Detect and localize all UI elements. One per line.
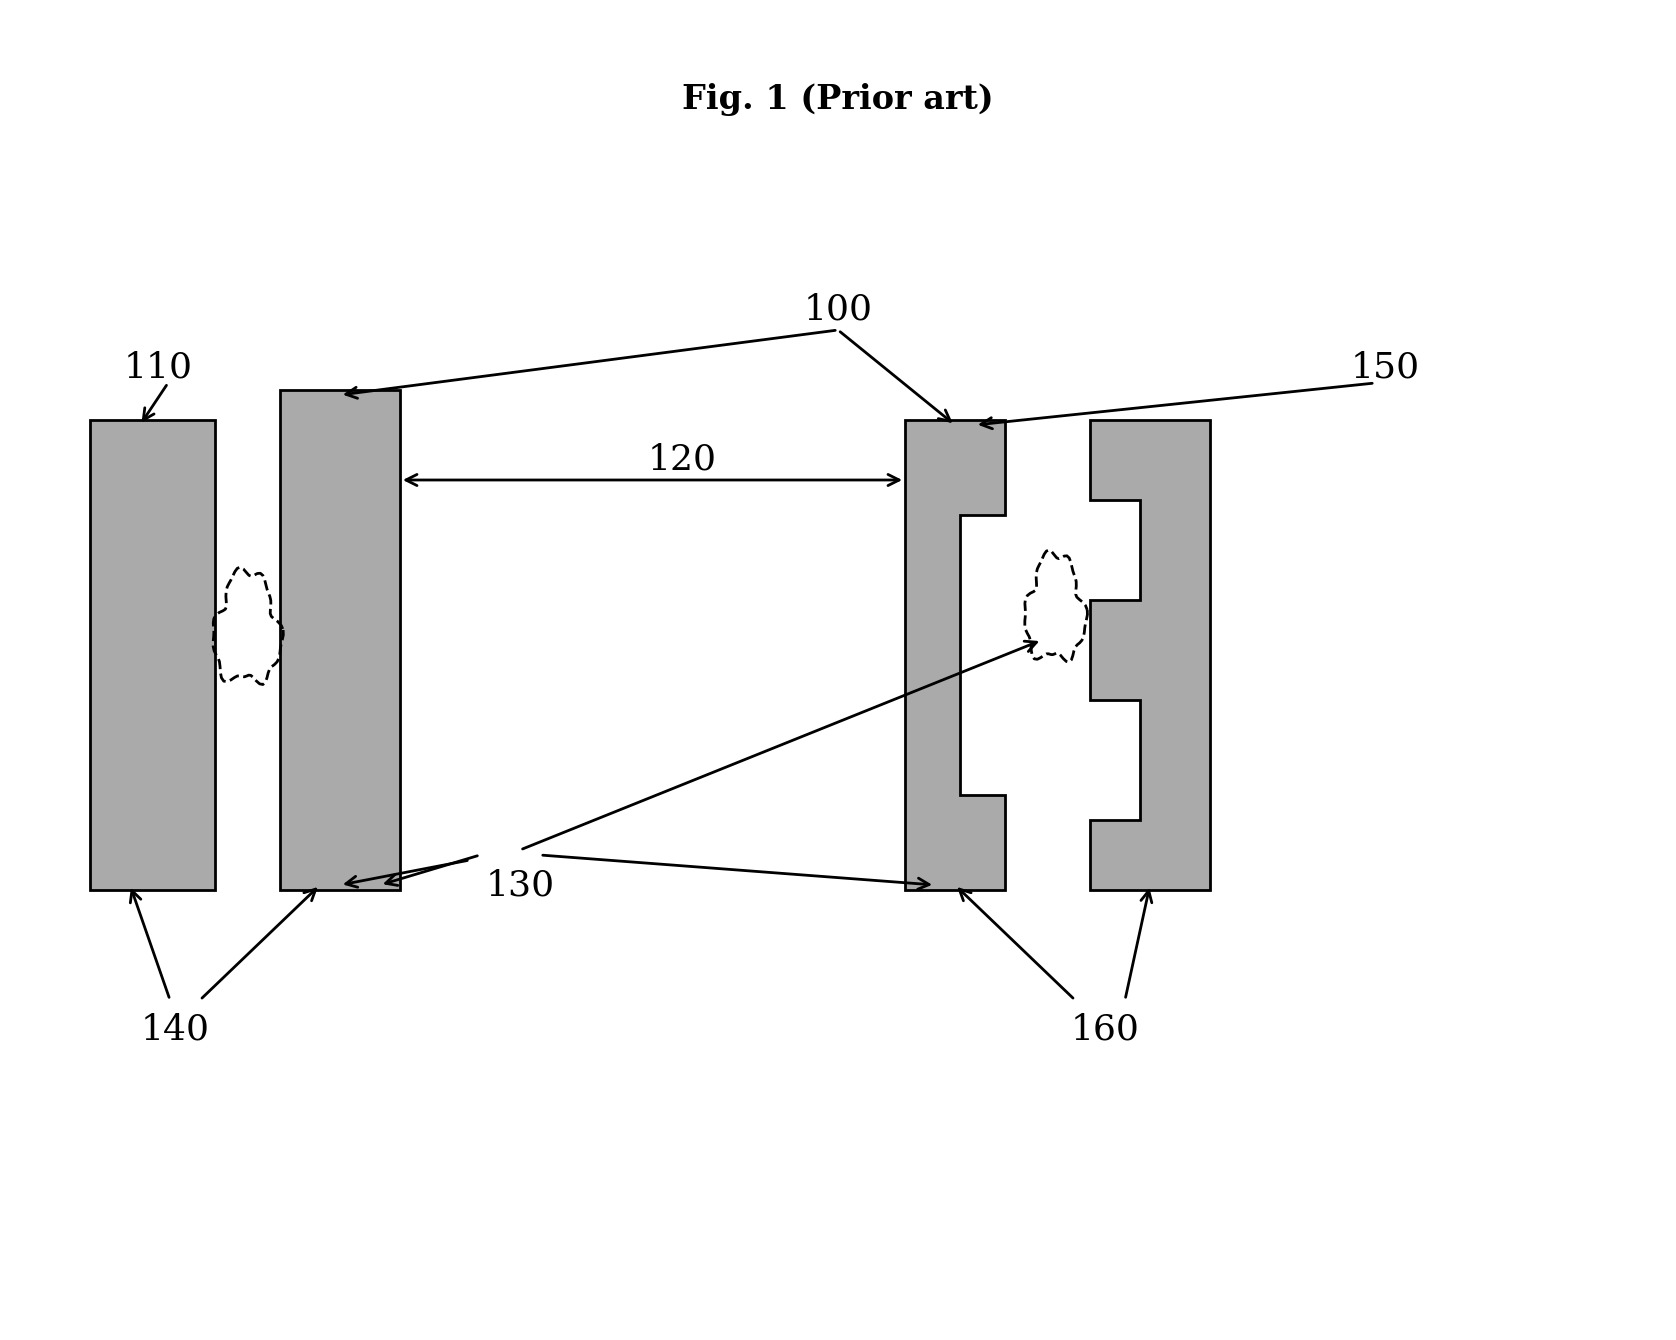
Bar [280, 390, 401, 890]
Text: 130: 130 [486, 868, 555, 902]
Text: 100: 100 [803, 293, 873, 327]
Polygon shape [905, 419, 1006, 890]
Text: 110: 110 [124, 351, 193, 385]
Polygon shape [1089, 419, 1210, 890]
Text: Fig. 1 (Prior art): Fig. 1 (Prior art) [682, 83, 994, 117]
Text: 160: 160 [1071, 1013, 1140, 1047]
Text: 140: 140 [141, 1013, 210, 1047]
Text: 150: 150 [1351, 351, 1420, 385]
Text: 120: 120 [649, 444, 717, 477]
Bar [91, 419, 215, 890]
